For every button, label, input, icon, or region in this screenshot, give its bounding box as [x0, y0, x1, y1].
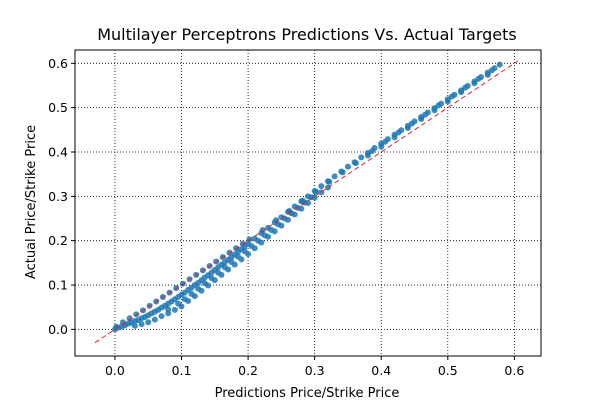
data-point-0-108	[131, 322, 138, 329]
data-point-0-164	[418, 116, 425, 123]
data-point-0-57	[358, 154, 365, 161]
data-point-0-176	[448, 93, 455, 100]
y-tick-label-0: 0.0	[48, 322, 68, 337]
y-tick-label-6: 0.6	[48, 56, 68, 71]
data-point-0-165	[431, 107, 438, 114]
data-point-0-79	[113, 323, 120, 330]
x-tick-label-2: 0.2	[238, 363, 258, 378]
data-point-0-105	[326, 178, 333, 185]
data-point-0-161	[378, 143, 385, 150]
data-point-0-172	[395, 129, 402, 136]
data-point-0-163	[404, 125, 411, 132]
data-point-0-171	[382, 138, 389, 145]
data-point-0-159	[308, 194, 315, 201]
y-tick-label-4: 0.4	[48, 145, 68, 160]
x-tick-label-5: 0.5	[438, 363, 458, 378]
data-point-0-140	[181, 296, 188, 303]
data-point-0-166	[444, 98, 451, 105]
y-tick-label-3: 0.3	[48, 189, 68, 204]
data-point-0-51	[318, 183, 325, 190]
data-point-0-142	[195, 285, 202, 292]
data-point-0-177	[462, 84, 469, 91]
data-point-0-114	[171, 306, 178, 313]
x-tick-label-6: 0.6	[504, 363, 524, 378]
data-point-0-107	[352, 160, 359, 167]
data-point-0-145	[215, 269, 222, 276]
data-point-0-175	[435, 102, 442, 109]
plot-frame	[74, 49, 542, 357]
y-axis-label: Actual Price/Strike Price	[24, 125, 39, 279]
data-point-0-169	[484, 71, 491, 78]
y-axis-ticks: 0.0 0.1 0.2 0.3 0.4 0.5 0.6	[48, 56, 75, 337]
x-tick-label-3: 0.3	[305, 363, 325, 378]
data-point-0-151	[255, 237, 262, 244]
data-point-0-152	[261, 232, 268, 239]
x-tick-label-0: 0.0	[105, 363, 125, 378]
data-point-0-174	[422, 111, 429, 118]
x-axis-ticks: 0.0 0.1 0.2 0.3 0.4 0.5 0.6	[105, 356, 524, 378]
x-tick-label-1: 0.1	[172, 363, 192, 378]
data-point-0-106	[339, 169, 346, 176]
data-point-0-173	[408, 120, 415, 127]
data-point-0-80	[119, 319, 126, 326]
x-tick-label-4: 0.4	[371, 363, 391, 378]
chart-title: Multilayer Perceptrons Predictions Vs. A…	[97, 25, 517, 44]
reference-line	[94, 60, 518, 344]
data-point-0-81	[126, 315, 133, 322]
data-point-0-111	[151, 316, 158, 323]
data-point-0-109	[138, 321, 145, 328]
data-point-0-104	[312, 188, 319, 195]
data-point-0-160	[364, 152, 371, 159]
data-point-0-167	[458, 89, 465, 96]
data-point-0-154	[275, 221, 282, 228]
data-point-0-150	[248, 243, 255, 250]
data-point-0-156	[288, 210, 295, 217]
data-point-0-139	[175, 300, 182, 307]
data-point-0-53	[331, 173, 338, 180]
data-point-0-168	[471, 80, 478, 87]
grid-lines	[75, 50, 541, 356]
data-point-0-144	[208, 274, 215, 281]
data-point-0-138	[165, 306, 172, 313]
x-axis-label: Predictions Price/Strike Price	[215, 386, 400, 400]
data-point-0-153	[268, 227, 275, 234]
data-point-0-146	[221, 264, 228, 271]
data-point-0-112	[158, 313, 165, 320]
data-point-0-149	[241, 248, 248, 255]
y-tick-label-5: 0.5	[48, 100, 68, 115]
data-point-0-170	[368, 148, 375, 155]
data-point-0-178	[475, 75, 482, 82]
data-point-0-148	[235, 253, 242, 260]
data-point-0-100	[259, 227, 266, 234]
data-point-0-162	[391, 134, 398, 141]
data-point-0-78	[496, 61, 503, 68]
reference-line-group	[94, 60, 518, 344]
data-point-0-141	[188, 290, 195, 297]
data-point-0-55	[344, 163, 351, 170]
y-tick-label-1: 0.1	[48, 278, 68, 293]
data-point-0-179	[488, 67, 495, 74]
y-tick-label-2: 0.2	[48, 233, 68, 248]
data-point-0-110	[145, 319, 152, 326]
data-point-0-143	[201, 280, 208, 287]
data-point-0-147	[228, 258, 235, 265]
